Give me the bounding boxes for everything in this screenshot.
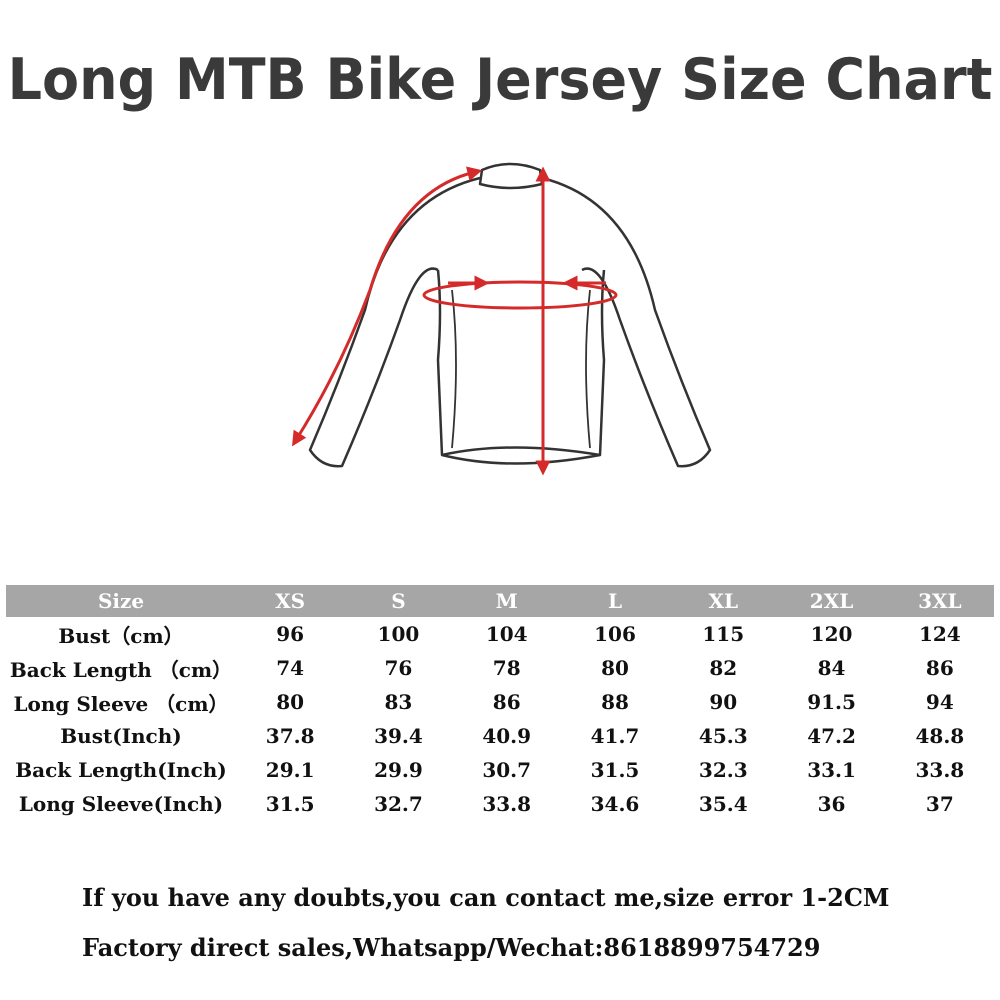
size-column-header: 3XL [885,585,994,617]
table-cell: 33.1 [807,758,856,782]
table-cell: 124 [918,622,961,646]
table-cell: 47.2 [807,724,856,748]
table-row: Long Sleeve （cm） 80 83 86 88 90 91.5 94 [6,685,994,719]
jersey-outline [308,162,712,468]
size-column-header: XL [669,585,778,617]
table-cell: 31.5 [265,792,315,816]
table-cell: 82 [709,656,738,680]
table-cell: 90 [709,690,738,714]
note-contact: Factory direct sales,Whatsapp/Wechat:861… [82,933,821,962]
page-title: Long MTB Bike Jersey Size Chart [7,46,993,113]
table-cell: 86 [925,656,954,680]
table-cell: 45.3 [698,724,748,748]
table-cell: 104 [485,622,528,646]
table-row: Long Sleeve(Inch) 31.5 32.7 33.8 34.6 35.4 36 3… [6,787,994,821]
jersey-diagram [292,162,712,476]
table-cell: 32.3 [698,758,748,782]
size-column-header: 2XL [777,585,886,617]
table-cell: 35.4 [698,792,748,816]
table-row: Bust（cm） 96 100 104 106 115 120 124 [6,617,994,651]
table-cell: 33.8 [482,792,532,816]
size-table: Size XS S M L XL 2XL 3XL Bust（cm） 96 100 10… [6,585,994,821]
table-row: Back Length （cm） 74 76 78 80 82 84 86 [6,651,994,685]
table-cell: 86 [492,690,521,714]
table-cell: 88 [601,690,629,714]
table-cell: 34.6 [590,792,640,816]
table-cell: 120 [810,622,853,646]
table-cell: 115 [702,622,745,646]
table-cell: 30.7 [482,758,532,782]
jersey-body [436,269,606,457]
table-cell: 37.8 [265,724,315,748]
table-cell: 100 [377,622,420,646]
table-cell: 91.5 [807,690,856,714]
table-cell: 36 [817,792,846,816]
note-size-error: If you have any doubts,you can contact m… [82,883,890,912]
jersey-right-sleeve [541,176,712,468]
table-cell: 32.7 [374,792,423,816]
table-cell: 40.9 [482,724,532,748]
table-cell: 83 [384,690,413,714]
row-label: Bust（cm） [58,623,184,648]
table-cell: 39.4 [374,724,423,748]
table-cell: 106 [594,622,636,646]
table-cell: 29.9 [374,758,423,782]
row-label: Back Length(Inch) [15,758,227,782]
notes: If you have any doubts,you can contact m… [82,880,982,980]
size-table-header-row: Size XS S M L XL 2XL 3XL [6,585,994,617]
table-cell: 31.5 [590,758,640,782]
table-cell: 33.8 [915,758,965,782]
jersey-hem [441,453,601,465]
table-cell: 29.1 [265,758,315,782]
row-label: Back Length （cm） [9,657,233,682]
table-cell: 37 [925,792,954,816]
table-cell: 48.8 [915,724,965,748]
sleeve-length-arrow [292,166,483,447]
jersey-collar [478,162,544,190]
table-cell: 41.7 [590,724,640,748]
size-column-header: M [452,585,561,617]
size-column-header: S [344,585,453,617]
table-cell: 84 [817,656,846,680]
table-cell: 76 [384,656,413,680]
table-cell: 78 [492,656,521,680]
table-row: Back Length(Inch) 29.1 29.9 30.7 31.5 32.3 33.… [6,753,994,787]
row-label: Long Sleeve(Inch) [18,792,224,816]
size-column-header: Size [6,585,236,617]
size-column-header: XS [236,585,345,617]
size-column-header: L [560,585,670,617]
row-label: Long Sleeve （cm） [13,691,229,716]
table-row: Bust(Inch) 37.8 39.4 40.9 41.7 45.3 47.2 48.8 [6,719,994,753]
table-cell: 94 [925,690,954,714]
table-cell: 74 [276,656,305,680]
table-cell: 96 [276,622,305,646]
row-label: Bust(Inch) [60,724,182,748]
table-cell: 80 [276,690,305,714]
table-cell: 80 [601,656,629,680]
